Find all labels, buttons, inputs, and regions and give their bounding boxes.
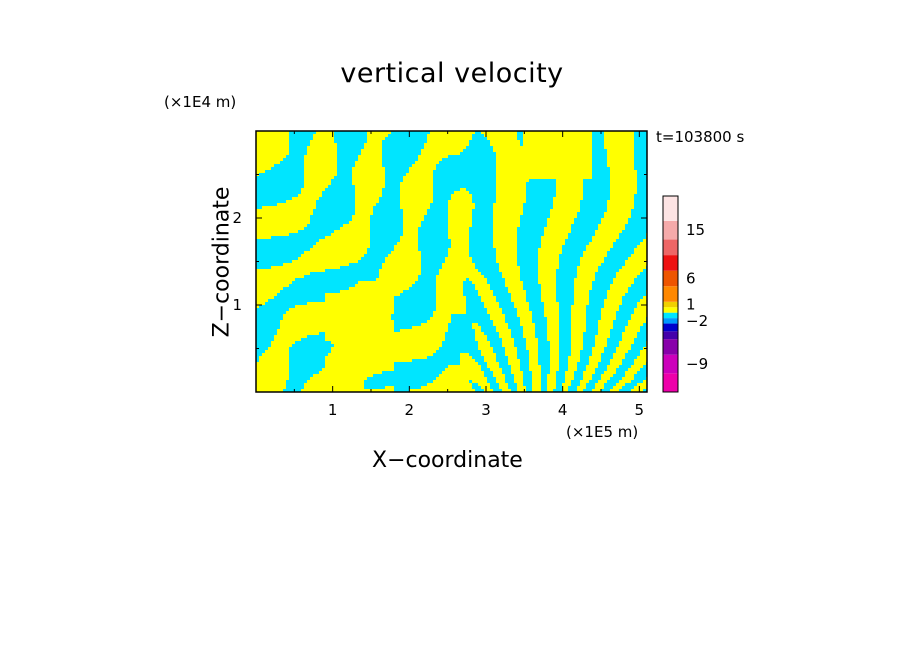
velocity-field xyxy=(256,131,647,392)
colorbar-segment xyxy=(663,331,678,340)
colorbar-segment xyxy=(663,354,678,374)
axes: 1 2 3 4 5 1 2 xyxy=(232,131,647,419)
colorbar-segment xyxy=(663,301,678,308)
colorbar-segment xyxy=(663,307,678,313)
colorbar-segment xyxy=(663,373,678,392)
colorbar-label: 1 xyxy=(686,296,696,314)
y-tick-label: 1 xyxy=(232,296,242,314)
colorbar-segment xyxy=(663,270,678,287)
x-axis-label: X−coordinate xyxy=(372,448,523,473)
x-tick-label: 2 xyxy=(405,401,415,419)
colorbar-segment xyxy=(663,255,678,271)
colorbar: −9 −21 6 15 xyxy=(662,195,708,393)
colorbar-label: −9 xyxy=(686,355,708,373)
colorbar-segment xyxy=(663,323,678,332)
colorbar-segment xyxy=(663,318,678,324)
x-tick-label: 4 xyxy=(558,401,568,419)
x-tick-label: 1 xyxy=(328,401,338,419)
x-tick-label: 5 xyxy=(635,401,645,419)
colorbar-label: 15 xyxy=(686,221,705,239)
colorbar-label: 6 xyxy=(686,269,696,287)
colorbar-segment xyxy=(663,339,678,355)
x-axis-unit: (×1E5 m) xyxy=(566,423,639,441)
y-axis-unit: (×1E4 m) xyxy=(164,93,237,111)
colorbar-segment xyxy=(663,239,678,256)
time-label: t=103800 s xyxy=(656,128,745,146)
x-tick-label: 3 xyxy=(481,401,491,419)
colorbar-label: −2 xyxy=(686,312,708,330)
y-tick-label: 2 xyxy=(232,209,242,227)
colorbar-segment xyxy=(663,286,678,302)
colorbar-segment xyxy=(663,220,678,240)
chart-title: vertical velocity xyxy=(340,58,564,89)
colorbar-segment xyxy=(663,196,678,221)
colorbar-segment xyxy=(663,312,678,319)
colorbar-frame xyxy=(662,195,679,393)
